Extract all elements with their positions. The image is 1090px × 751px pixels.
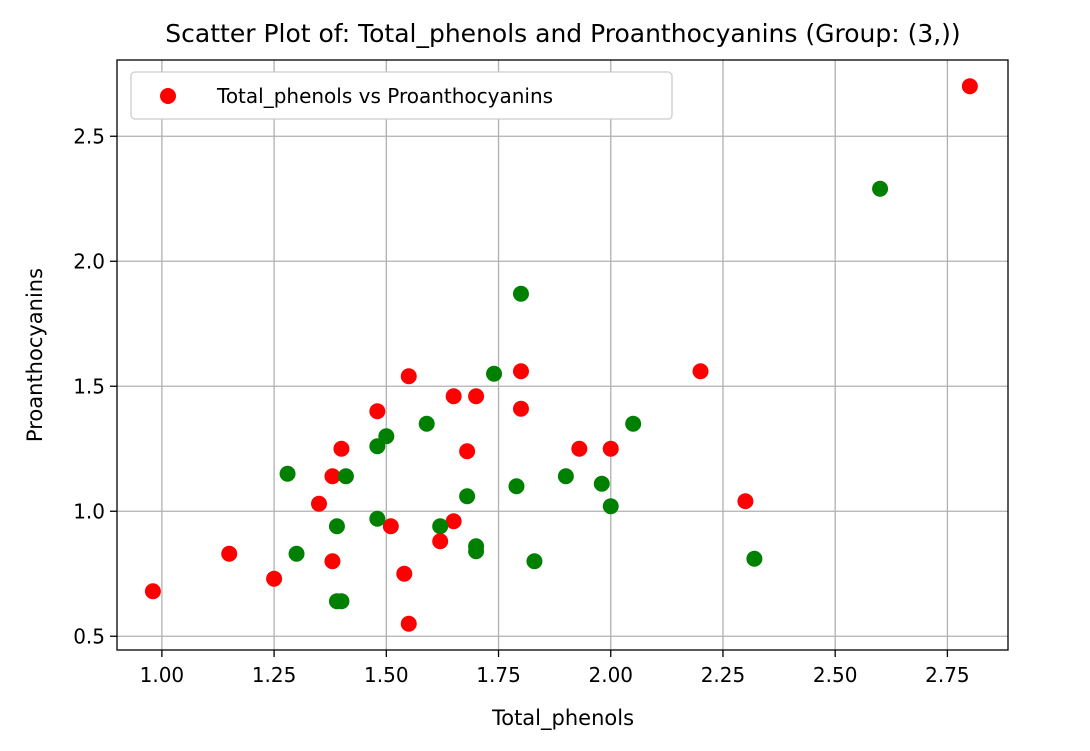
grid [117,60,1008,650]
data-point [400,368,417,385]
data-point [508,478,525,495]
data-point [692,363,709,380]
data-point [310,495,327,512]
x-tick-label: 2.00 [588,663,633,687]
data-point [872,180,889,197]
x-tick-label: 1.00 [140,663,185,687]
data-point [324,468,341,485]
data-point [593,475,610,492]
x-axis-ticks: 1.00 1.25 1.50 1.75 2.00 2.25 2.50 2.75 [140,650,970,687]
data-point [369,403,386,420]
data-point [512,400,529,417]
data-point [378,428,395,445]
y-tick-label: 1.0 [73,499,105,523]
data-point [266,570,283,587]
data-point [557,468,574,485]
data-point [961,78,978,95]
data-point [602,498,619,515]
data-point [468,388,485,405]
data-point [221,545,238,562]
data-point [333,593,350,610]
data-point [512,363,529,380]
data-point [571,440,588,457]
data-point [337,468,354,485]
x-tick-label: 2.75 [925,663,970,687]
x-tick-label: 1.25 [252,663,297,687]
chart-title: Scatter Plot of: Total_phenols and Proan… [165,19,960,48]
data-point [512,285,529,302]
data-point [432,518,449,535]
data-point [602,440,619,457]
x-tick-label: 2.25 [701,663,746,687]
y-axis-ticks: 0.5 1.0 1.5 2.0 2.5 [73,124,117,648]
y-tick-label: 0.5 [73,624,105,648]
data-point [382,518,399,535]
data-point [328,518,345,535]
data-point [144,583,161,600]
data-point [486,365,503,382]
data-point [746,550,763,567]
data-point [279,465,296,482]
y-axis-label: Proanthocyanins [23,268,47,442]
y-tick-label: 2.0 [73,249,105,273]
data-point [625,415,642,432]
data-point [459,488,476,505]
data-point [288,545,305,562]
y-tick-label: 1.5 [73,374,105,398]
plot-frame [116,59,1009,651]
data-point [445,513,462,530]
data-point [737,493,754,510]
data-point [418,415,435,432]
legend-marker [160,88,176,104]
legend-label: Total_phenols vs Proanthocyanins [216,84,553,108]
x-axis-label: Total_phenols [491,706,634,731]
data-point [468,543,485,560]
data-point [396,565,413,582]
legend: Total_phenols vs Proanthocyanins [130,71,673,120]
data-point [400,615,417,632]
data-point [432,533,449,550]
data-point [369,510,386,527]
legend-box [130,71,673,120]
y-tick-label: 2.5 [73,124,105,148]
x-tick-label: 1.50 [364,663,409,687]
data-point [445,388,462,405]
x-tick-label: 1.75 [476,663,521,687]
data-point [459,443,476,460]
data-points [144,78,978,632]
data-point [333,440,350,457]
data-point [324,553,341,570]
x-tick-label: 2.50 [813,663,858,687]
data-point [526,553,543,570]
